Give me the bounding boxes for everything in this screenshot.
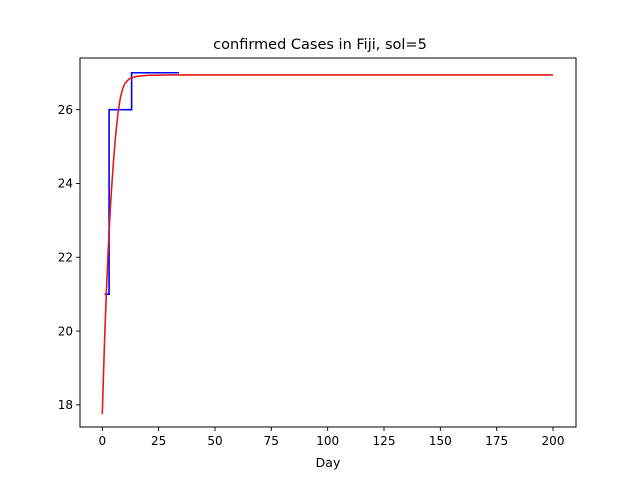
plot-area xyxy=(101,71,554,415)
x-tick-label: 25 xyxy=(151,434,166,448)
series-confirmed-step-line xyxy=(104,71,179,295)
axes-frame xyxy=(79,57,577,428)
y-tick-label: 24 xyxy=(58,177,73,191)
y-tick-label: 20 xyxy=(58,324,73,338)
y-axis: 18 20 22 24 26 xyxy=(58,103,80,412)
x-tick-label: 0 xyxy=(98,434,106,448)
y-tick-label: 18 xyxy=(58,398,73,412)
x-tick-label: 150 xyxy=(429,434,452,448)
y-tick-label: 26 xyxy=(58,103,73,117)
x-tick-label: 175 xyxy=(485,434,508,448)
x-tick-label: 200 xyxy=(542,434,565,448)
chart-title: confirmed Cases in Fiji, sol=5 xyxy=(213,37,427,53)
x-tick-label: 75 xyxy=(264,434,279,448)
y-tick-label: 22 xyxy=(58,250,73,264)
x-tick-label: 125 xyxy=(373,434,396,448)
x-tick-label: 100 xyxy=(316,434,339,448)
x-axis: 0 25 50 75 100 125 150 175 200 xyxy=(98,427,564,448)
x-axis-label: Day xyxy=(316,455,341,470)
x-tick-label: 50 xyxy=(207,434,222,448)
series-fitted-curve-line xyxy=(101,74,554,415)
